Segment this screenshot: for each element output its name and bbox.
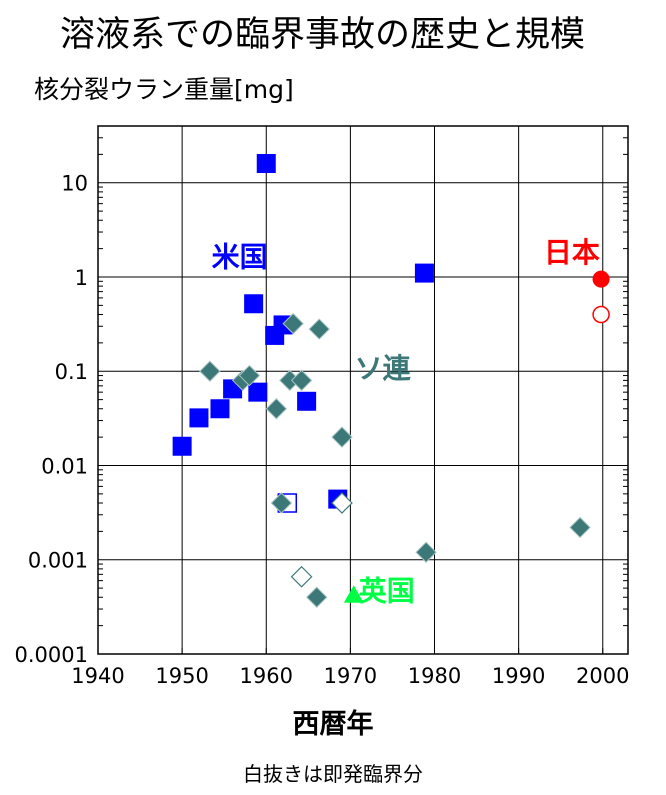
- data-point-diamond: [290, 369, 313, 392]
- x-tick-label: 2000: [576, 664, 629, 688]
- data-point-square: [297, 391, 317, 411]
- y-axis-label: 核分裂ウラン重量[mg]: [34, 75, 294, 104]
- tick-labels: 1940 1950 1960 1970 1980 1990 2000 0.0001 0.001 0…: [15, 172, 630, 688]
- y-tick-label: 1: [75, 266, 88, 290]
- x-tick-label: 1980: [408, 664, 461, 688]
- chart-title: 溶液系での臨界事故の歴史と規模: [60, 15, 586, 55]
- axes: [97, 125, 629, 655]
- x-tick-label: 1970: [324, 664, 377, 688]
- data-point-diamond: [415, 541, 437, 563]
- data-point-diamond: [331, 426, 353, 448]
- data-point-diamond-open: [331, 492, 353, 514]
- data-point-square: [256, 154, 276, 174]
- annotation-label: 米国: [212, 240, 268, 273]
- grid-lines: [98, 126, 628, 654]
- data-point-diamond: [199, 360, 221, 382]
- data-point-diamond: [265, 398, 288, 420]
- data-point-diamond: [308, 318, 330, 340]
- annotation-label: ソ連: [355, 352, 412, 385]
- y-tick-label: 0.1: [55, 360, 88, 384]
- x-tick-label: 1940: [71, 664, 124, 688]
- data-point-square: [248, 382, 268, 402]
- data-point-triangle: [343, 585, 364, 603]
- annotation-label: 日本: [544, 236, 600, 269]
- data-point-diamond: [569, 516, 591, 539]
- data-points: [172, 154, 610, 608]
- data-point-diamond-open: [290, 565, 313, 588]
- y-tick-label: 0.0001: [15, 643, 88, 667]
- data-point-diamond: [270, 492, 293, 514]
- data-point-square: [172, 436, 192, 456]
- footnote: 白抜きは即発臨界分: [243, 762, 423, 786]
- x-axis-label: 西暦年: [292, 709, 374, 740]
- x-tick-label: 1960: [240, 664, 293, 688]
- y-tick-label: 0.01: [41, 454, 88, 478]
- data-point-diamond: [282, 312, 304, 335]
- x-tick-label: 1990: [492, 664, 545, 688]
- data-point-circle: [592, 270, 610, 288]
- y-tick-label: 0.001: [28, 549, 88, 573]
- y-tick-label: 10: [61, 172, 88, 196]
- data-point-diamond: [306, 586, 328, 608]
- data-point-square: [210, 399, 230, 419]
- data-point-square: [244, 294, 264, 314]
- data-point-diamond: [238, 364, 261, 387]
- x-tick-label: 1950: [155, 664, 208, 688]
- plot-frame: [97, 125, 629, 655]
- data-point-circle-open: [592, 305, 610, 324]
- annotation-label: 英国: [359, 574, 415, 607]
- data-point-square: [189, 408, 209, 428]
- data-point-square: [414, 263, 434, 283]
